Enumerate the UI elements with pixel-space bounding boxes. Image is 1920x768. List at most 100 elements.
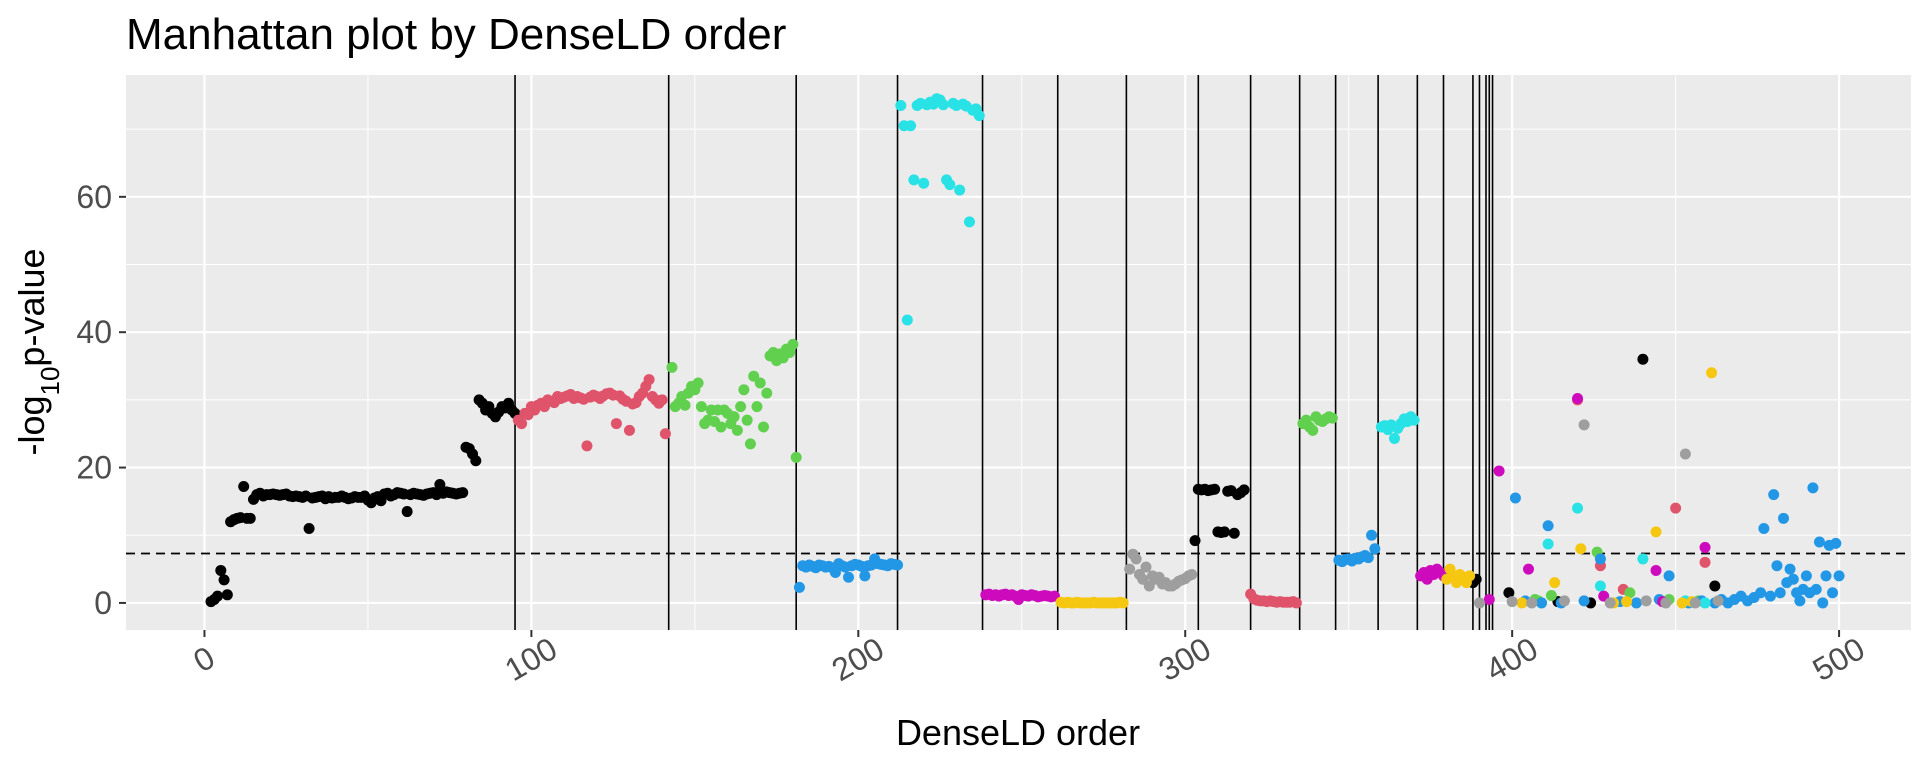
y-axis-label: -log10p-value <box>11 248 65 455</box>
data-point <box>470 455 482 467</box>
data-point <box>303 522 315 534</box>
data-point <box>212 590 224 602</box>
data-point <box>1774 587 1786 599</box>
data-point <box>793 581 805 593</box>
data-point <box>1650 564 1662 576</box>
data-point <box>1771 560 1783 572</box>
data-point <box>1676 597 1688 609</box>
data-point <box>1630 597 1642 609</box>
data-point <box>1598 590 1610 602</box>
data-point <box>656 394 668 406</box>
data-point <box>218 574 230 586</box>
data-point <box>238 481 250 493</box>
data-point <box>1238 484 1250 496</box>
data-point <box>1506 596 1518 608</box>
chart-title: Manhattan plot by DenseLD order <box>126 10 787 59</box>
data-point <box>787 338 799 350</box>
data-point <box>1794 595 1806 607</box>
data-point <box>731 424 743 436</box>
data-point <box>1503 587 1515 599</box>
x-axis-label: DenseLD order <box>896 712 1140 753</box>
data-point <box>1307 424 1319 436</box>
data-point <box>728 411 740 423</box>
data-point <box>1218 526 1230 538</box>
data-point <box>1699 541 1711 553</box>
data-point <box>1817 597 1829 609</box>
data-point <box>963 216 975 228</box>
data-point <box>1137 573 1149 585</box>
data-point <box>944 179 956 191</box>
x-tick-label: 100 <box>499 630 563 688</box>
data-point <box>1699 597 1711 609</box>
data-point <box>1660 597 1672 609</box>
data-point <box>829 566 841 578</box>
y-tick-label: 40 <box>76 314 112 350</box>
x-tick-label: 400 <box>1480 630 1544 688</box>
data-point <box>1578 419 1590 431</box>
data-point <box>623 424 635 436</box>
data-point <box>1575 543 1587 555</box>
y-axis-label-prefix: -log <box>11 395 52 455</box>
data-point <box>1516 597 1528 609</box>
data-point <box>892 559 904 571</box>
data-point <box>1124 563 1136 575</box>
data-point <box>1810 583 1822 595</box>
data-point <box>1558 595 1570 607</box>
data-point <box>1807 482 1819 494</box>
data-point <box>918 177 930 189</box>
data-point <box>1709 580 1721 592</box>
data-point <box>1369 543 1381 555</box>
data-point <box>715 421 727 433</box>
data-point <box>666 361 678 373</box>
data-point <box>1509 492 1521 504</box>
data-point <box>1326 412 1338 424</box>
data-point <box>1143 580 1155 592</box>
data-point <box>1813 536 1825 548</box>
data-point <box>1366 529 1378 541</box>
data-point <box>1542 520 1554 532</box>
data-point <box>1689 597 1701 609</box>
data-point <box>1758 522 1770 534</box>
data-point <box>1650 526 1662 538</box>
data-point <box>1140 561 1152 573</box>
data-point <box>1523 563 1534 575</box>
data-point <box>1784 563 1796 575</box>
y-tick-label: 60 <box>76 179 112 215</box>
data-point <box>1706 367 1718 379</box>
data-point <box>1637 553 1649 565</box>
data-point <box>692 377 704 389</box>
x-tick-label: 0 <box>187 639 220 679</box>
data-point <box>1820 570 1832 582</box>
data-point <box>754 377 766 389</box>
data-points <box>205 93 1845 609</box>
data-point <box>1388 432 1400 444</box>
data-point <box>516 418 528 430</box>
data-point <box>1493 465 1505 477</box>
data-point <box>1827 587 1839 599</box>
data-point <box>758 421 769 433</box>
data-point <box>843 571 854 583</box>
data-point <box>1473 597 1485 609</box>
data-point <box>1536 597 1548 609</box>
data-point <box>895 99 907 111</box>
data-point <box>790 451 802 463</box>
data-point <box>695 401 707 413</box>
data-point <box>1778 512 1789 524</box>
data-point <box>659 428 671 440</box>
data-point <box>1624 587 1636 599</box>
x-tick-label: 300 <box>1153 630 1217 688</box>
data-point <box>1290 597 1302 609</box>
x-tick-label: 200 <box>826 630 890 688</box>
data-point <box>1640 595 1652 607</box>
y-tick-label: 20 <box>76 450 112 486</box>
data-point <box>905 120 917 132</box>
data-point <box>1755 587 1767 599</box>
data-point <box>1768 489 1780 501</box>
data-point <box>1663 570 1675 582</box>
data-point <box>1483 594 1495 606</box>
data-point <box>1800 570 1812 582</box>
data-point <box>1526 597 1538 609</box>
y-axis-ticks: 0 20 40 60 <box>76 179 126 621</box>
data-point <box>215 564 227 576</box>
data-point <box>610 418 622 430</box>
